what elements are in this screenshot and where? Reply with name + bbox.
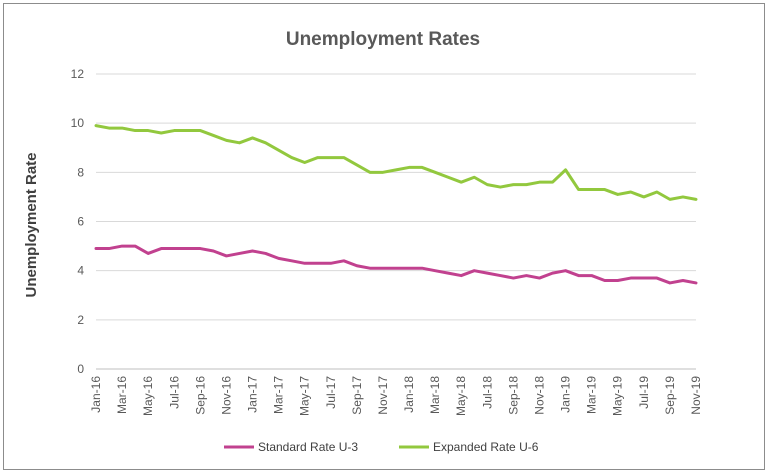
x-tick-label: Nov-16: [219, 376, 233, 415]
x-tick-label: Sep-19: [663, 376, 677, 415]
x-tick-label: May-16: [141, 376, 155, 416]
x-axis-ticks: Jan-16 Mar-16 May-16 Jul-16 Sep-16 Nov-16 Jan-…: [89, 376, 703, 416]
series-line-u3: [94, 244, 698, 285]
x-tick-label: Nov-18: [532, 376, 546, 415]
legend-label: Standard Rate U-3: [258, 440, 358, 454]
y-axis-label: Unemployment Rate: [23, 152, 40, 297]
x-tick-label: Sep-17: [350, 376, 364, 415]
x-tick-label: Nov-17: [376, 376, 390, 415]
x-tick-label: Jul-16: [167, 376, 181, 409]
x-tick-label: Jul-18: [480, 376, 494, 409]
chart-title: Unemployment Rates: [286, 29, 480, 50]
chart-frame: [3, 3, 765, 470]
y-tick-label: 12: [71, 67, 85, 81]
y-axis-ticks: 0 2 4 6 8 10 12: [71, 67, 85, 376]
x-tick-label: Mar-18: [428, 376, 442, 414]
y-tick-label: 10: [71, 116, 85, 130]
x-tick-label: Mar-17: [272, 376, 286, 414]
y-tick-label: 6: [77, 215, 84, 229]
gridlines: [96, 73, 696, 370]
x-tick-label: May-18: [454, 376, 468, 416]
legend-label: Expanded Rate U-6: [433, 440, 539, 454]
y-tick-label: 4: [77, 264, 84, 278]
x-tick-label: Jan-16: [89, 376, 103, 413]
x-tick-label: Jul-17: [324, 376, 338, 409]
x-tick-label: Jan-18: [402, 376, 416, 413]
x-tick-label: Sep-16: [193, 376, 207, 415]
y-tick-label: 8: [77, 165, 84, 179]
x-tick-label: Jan-19: [559, 376, 573, 413]
x-tick-label: Sep-18: [506, 376, 520, 415]
x-tick-label: Mar-16: [115, 376, 129, 414]
x-tick-label: May-19: [611, 376, 625, 416]
x-tick-label: Mar-19: [585, 376, 599, 414]
x-tick-label: Jan-17: [246, 376, 260, 413]
legend: Standard Rate U-3 Expanded Rate U-6: [224, 440, 539, 454]
series-lines: [94, 124, 698, 285]
x-tick-label: May-17: [298, 376, 312, 416]
series-line-u6: [94, 124, 698, 201]
x-tick-label: Jul-19: [637, 376, 651, 409]
y-tick-label: 2: [77, 313, 84, 327]
x-tick-label: Nov-19: [689, 376, 703, 415]
y-tick-label: 0: [77, 362, 84, 376]
